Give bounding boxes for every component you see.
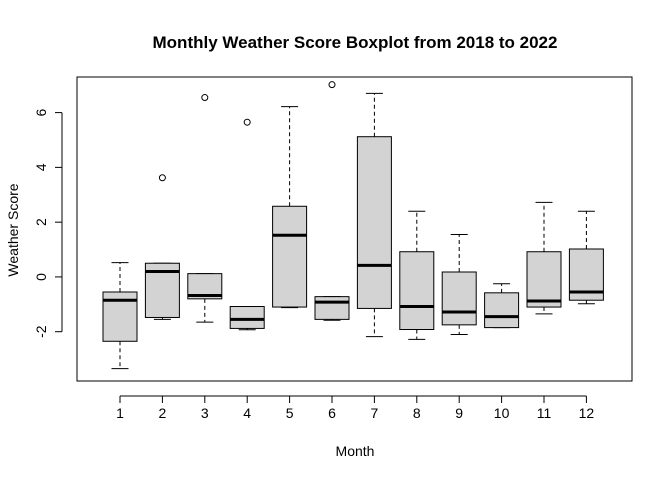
x-tick-label: 6 — [328, 405, 336, 421]
box-month-10 — [484, 283, 520, 329]
boxes — [102, 81, 604, 370]
box-iqr — [399, 251, 435, 331]
box-iqr — [356, 136, 392, 309]
y-axis-label: Weather Score — [5, 183, 21, 276]
box-month-5 — [272, 106, 308, 309]
y-tick-label: 0 — [33, 273, 49, 281]
x-tick-label: 7 — [371, 405, 379, 421]
x-tick-label: 12 — [579, 405, 595, 421]
y-axis: -2 0 2 4 6 — [33, 109, 63, 338]
y-tick-label: -2 — [33, 325, 49, 338]
x-tick-label: 8 — [413, 405, 421, 421]
plot-frame — [76, 76, 633, 382]
x-tick-label: 4 — [243, 405, 251, 421]
box-iqr — [526, 251, 562, 308]
y-tick-label: 6 — [33, 109, 49, 117]
box-iqr — [441, 271, 477, 326]
outlier-point — [243, 118, 251, 126]
x-tick-label: 2 — [159, 405, 167, 421]
outlier-point — [328, 81, 336, 89]
x-tick-label: 9 — [455, 405, 463, 421]
box-month-11 — [526, 201, 562, 315]
x-tick-label: 5 — [286, 405, 294, 421]
box-month-3 — [187, 94, 223, 323]
box-month-12 — [568, 210, 604, 305]
box-month-9 — [441, 233, 477, 335]
box-iqr — [272, 205, 308, 308]
box-iqr — [484, 292, 520, 329]
chart-title: Monthly Weather Score Boxplot from 2018 … — [153, 33, 558, 52]
box-month-6 — [314, 81, 350, 321]
y-tick-label: 4 — [33, 163, 49, 171]
x-tick-label: 11 — [537, 405, 552, 421]
outlier-point — [158, 174, 166, 182]
box-iqr — [314, 296, 350, 320]
x-tick-label: 1 — [116, 405, 124, 421]
x-axis-label: Month — [336, 443, 375, 459]
x-tick-label: 10 — [494, 405, 510, 421]
box-month-7 — [356, 92, 392, 338]
x-tick-label: 3 — [201, 405, 209, 421]
outlier-point — [201, 94, 209, 102]
box-month-4 — [229, 118, 265, 331]
x-axis: 1 2 3 4 5 6 7 8 9 10 11 12 — [116, 395, 595, 421]
box-month-8 — [399, 210, 435, 340]
box-iqr — [229, 306, 265, 329]
box-month-1 — [102, 262, 138, 370]
y-tick-label: 2 — [33, 218, 49, 226]
box-month-2 — [144, 174, 180, 320]
